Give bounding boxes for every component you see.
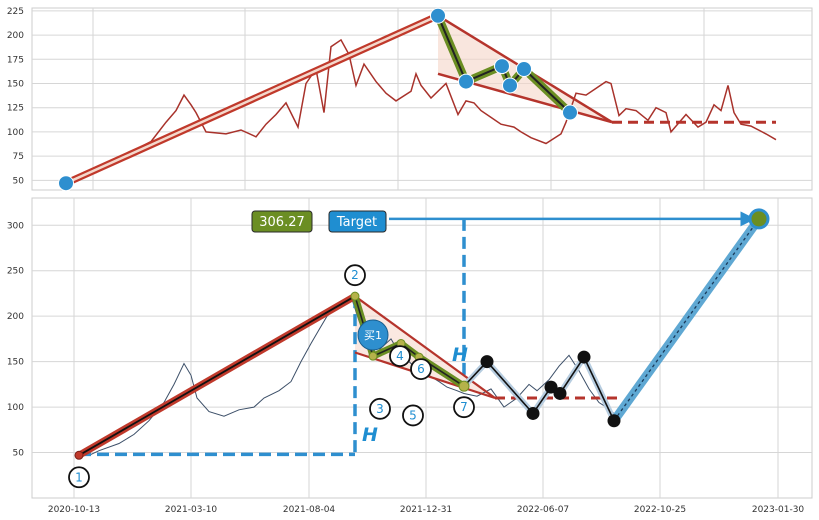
wave-label-circle-7 [453,396,475,419]
target-value-box [251,210,313,233]
bottom-x-tick-label-2: 2021-08-04 [283,505,336,515]
wave-label-6: 6 [417,362,425,376]
h-label-lower: H [362,424,378,446]
bottom-black-marker-0 [480,355,494,369]
top-grid [32,8,812,190]
top-y-tick-label-4: 150 [7,80,24,90]
top-marker-0 [58,175,74,192]
wave-label-circle-2 [344,264,366,287]
top-zigzag-inner [437,15,571,114]
wave-label-2: 2 [351,268,359,282]
bottom-y-tick-label-0: 50 [13,449,25,459]
top-y-tick-labels: 50 75 100 125 150 175 200 225 [7,7,24,186]
top-marker-2 [458,73,474,90]
bottom-wave-point-1 [74,450,84,460]
top-y-tick-label-7: 225 [7,7,24,17]
bottom-black-marker-3 [553,386,567,400]
bottom-wave-point-0 [368,351,378,361]
buy-label: 买1 [364,329,382,342]
wave-label-7: 7 [460,400,468,414]
bottom-y-tick-labels: 50 100 150 200 250 300 [7,221,24,458]
bottom-rise-line-inner [78,295,356,457]
bottom-x-tick-label-4: 2022-06-07 [517,505,569,515]
bottom-wave-point-2 [350,291,360,301]
bottom-marks: 1 2 3 4 5 6 7 [68,208,770,489]
bottom-y-tick-label-3: 200 [7,312,24,322]
wave-label-5: 5 [409,408,417,422]
top-y-tick-label-0: 50 [13,176,25,186]
buy-marker [357,319,389,351]
h-label-upper: H [452,344,468,366]
bottom-x-tick-label-1: 2021-03-10 [165,505,218,515]
bottom-wave-point-7 [458,380,470,392]
bottom-black-marker-5 [607,414,621,428]
bottom-black-marker-4 [577,350,591,364]
top-plot-frame [31,7,813,191]
wave-label-1: 1 [75,470,83,484]
wave-label-circle-5 [402,404,424,427]
bottom-y-tick-label-4: 250 [7,267,24,277]
top-marker-5 [516,60,532,77]
top-y-tick-label-3: 125 [7,104,24,114]
wave-label-circle-6 [410,358,432,380]
top-marker-1 [430,7,446,24]
top-y-tick-label-5: 175 [7,55,24,65]
wave-label-circle-1 [68,466,90,489]
bottom-panel: 1 2 3 4 5 6 7 50 100 150 200 250 300 2020-10-13 2021… [7,197,813,515]
bottom-target-rise-outer [610,216,763,424]
wave-label-circle-3 [369,397,391,420]
bottom-y-tick-label-5: 300 [7,221,24,231]
top-marks [58,7,777,192]
bottom-y-tick-label-2: 150 [7,358,24,368]
bottom-y-tick-label-1: 100 [7,403,24,413]
top-marker-6 [562,104,578,121]
top-rise-line-inner [65,14,439,185]
target-value-label: 306.27 [259,215,305,230]
top-marker-3 [494,58,510,75]
bottom-x-tick-labels: 2020-10-13 2021-03-10 2021-08-04 2021-12-31… [48,505,805,515]
bottom-target-marker [748,208,770,230]
wave-label-circle-4 [389,345,411,367]
wave-label-4: 4 [396,349,404,363]
bottom-black-marker-2 [544,380,558,394]
top-y-tick-label-1: 75 [13,152,24,162]
top-y-tick-label-2: 100 [7,128,24,138]
bottom-x-tick-label-0: 2020-10-13 [48,505,100,515]
target-label: Target [336,215,377,230]
top-y-tick-label-6: 200 [7,31,24,41]
top-panel: 50 75 100 125 150 175 200 225 [7,7,813,192]
bottom-x-tick-label-5: 2022-10-25 [634,505,686,515]
target-box [328,210,387,233]
bottom-x-tick-label-6: 2023-01-30 [752,505,805,515]
bottom-black-marker-1 [526,406,540,420]
top-marker-4 [502,77,518,94]
wave-label-3: 3 [376,402,384,416]
bottom-x-tick-label-3: 2021-12-31 [400,505,452,515]
top-price-line [65,38,777,182]
